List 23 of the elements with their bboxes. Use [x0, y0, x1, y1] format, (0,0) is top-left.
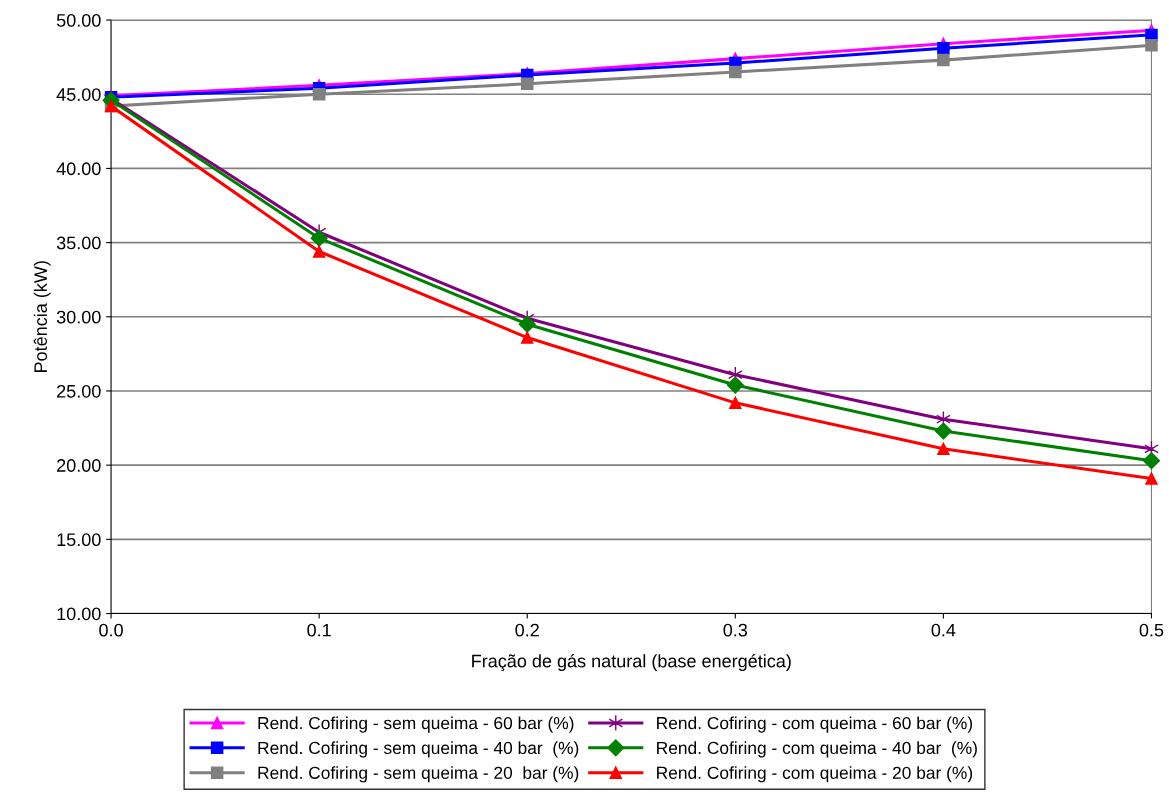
y-axis-title: Potência (kW): [33, 261, 51, 372]
y-tick-label: 25.00: [57, 384, 101, 398]
y-tick-label: 15.00: [57, 533, 101, 547]
y-tick-label: 50.00: [56, 13, 101, 27]
y-tick-label: 10.00: [57, 607, 101, 621]
x-tick-label: 0.2: [515, 623, 539, 637]
legend-label: Rend. Cofiring - sem queima - 40 bar (%): [258, 741, 579, 758]
legend-label: Rend. Cofiring - sem queima - 20 bar (%): [258, 766, 579, 783]
legend-label: Rend. Cofiring - com queima - 60 bar (%): [657, 716, 973, 733]
y-tick-label: 30.00: [56, 310, 101, 324]
legend-label: Rend. Cofiring - com queima - 40 bar (%): [657, 741, 977, 758]
legend-label: Rend. Cofiring - sem queima - 60 bar (%): [258, 716, 574, 733]
y-tick-label: 35.00: [56, 236, 101, 250]
y-tick-label: 40.00: [56, 162, 101, 176]
legend-label: Rend. Cofiring - com queima - 20 bar (%): [657, 766, 973, 783]
x-tick-label: 0.0: [99, 623, 123, 637]
x-axis-title: Fração de gás natural (base energética): [472, 653, 791, 672]
x-tick-label: 0.3: [723, 623, 748, 637]
x-tick-label: 0.4: [931, 623, 956, 637]
x-tick-label: 0.5: [1139, 623, 1164, 637]
y-tick-label: 20.00: [57, 459, 101, 472]
x-tick-label: 0.1: [307, 623, 331, 637]
y-tick-label: 45.00: [56, 88, 101, 101]
